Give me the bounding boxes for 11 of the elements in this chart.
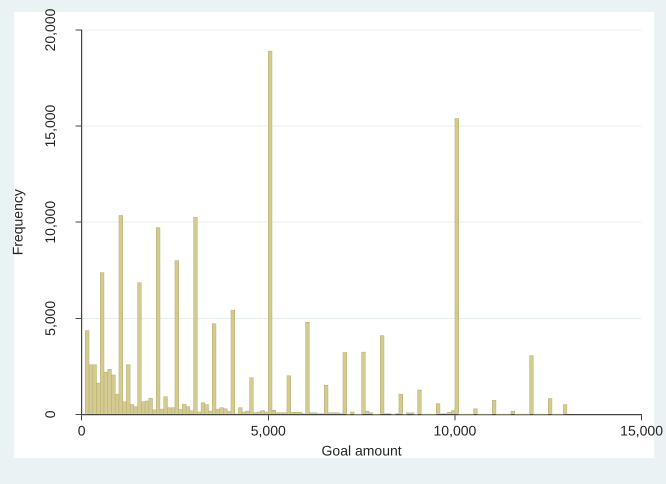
x-tick-label: 5,000 [250, 422, 286, 439]
x-tick-label: 15,000 [620, 422, 664, 439]
y-tick-label: 20,000 [42, 8, 58, 52]
x-axis-title: Goal amount [322, 442, 402, 458]
y-tick-label: 0 [42, 410, 58, 418]
x-tick-label: 10,000 [434, 422, 477, 439]
x-tick-label: 0 [78, 422, 86, 439]
y-tick-label: 5,000 [42, 300, 58, 336]
y-axis-title: Frequency [9, 189, 26, 256]
y-tick-label: 15,000 [42, 104, 58, 148]
y-tick-label: 10,000 [42, 200, 58, 244]
